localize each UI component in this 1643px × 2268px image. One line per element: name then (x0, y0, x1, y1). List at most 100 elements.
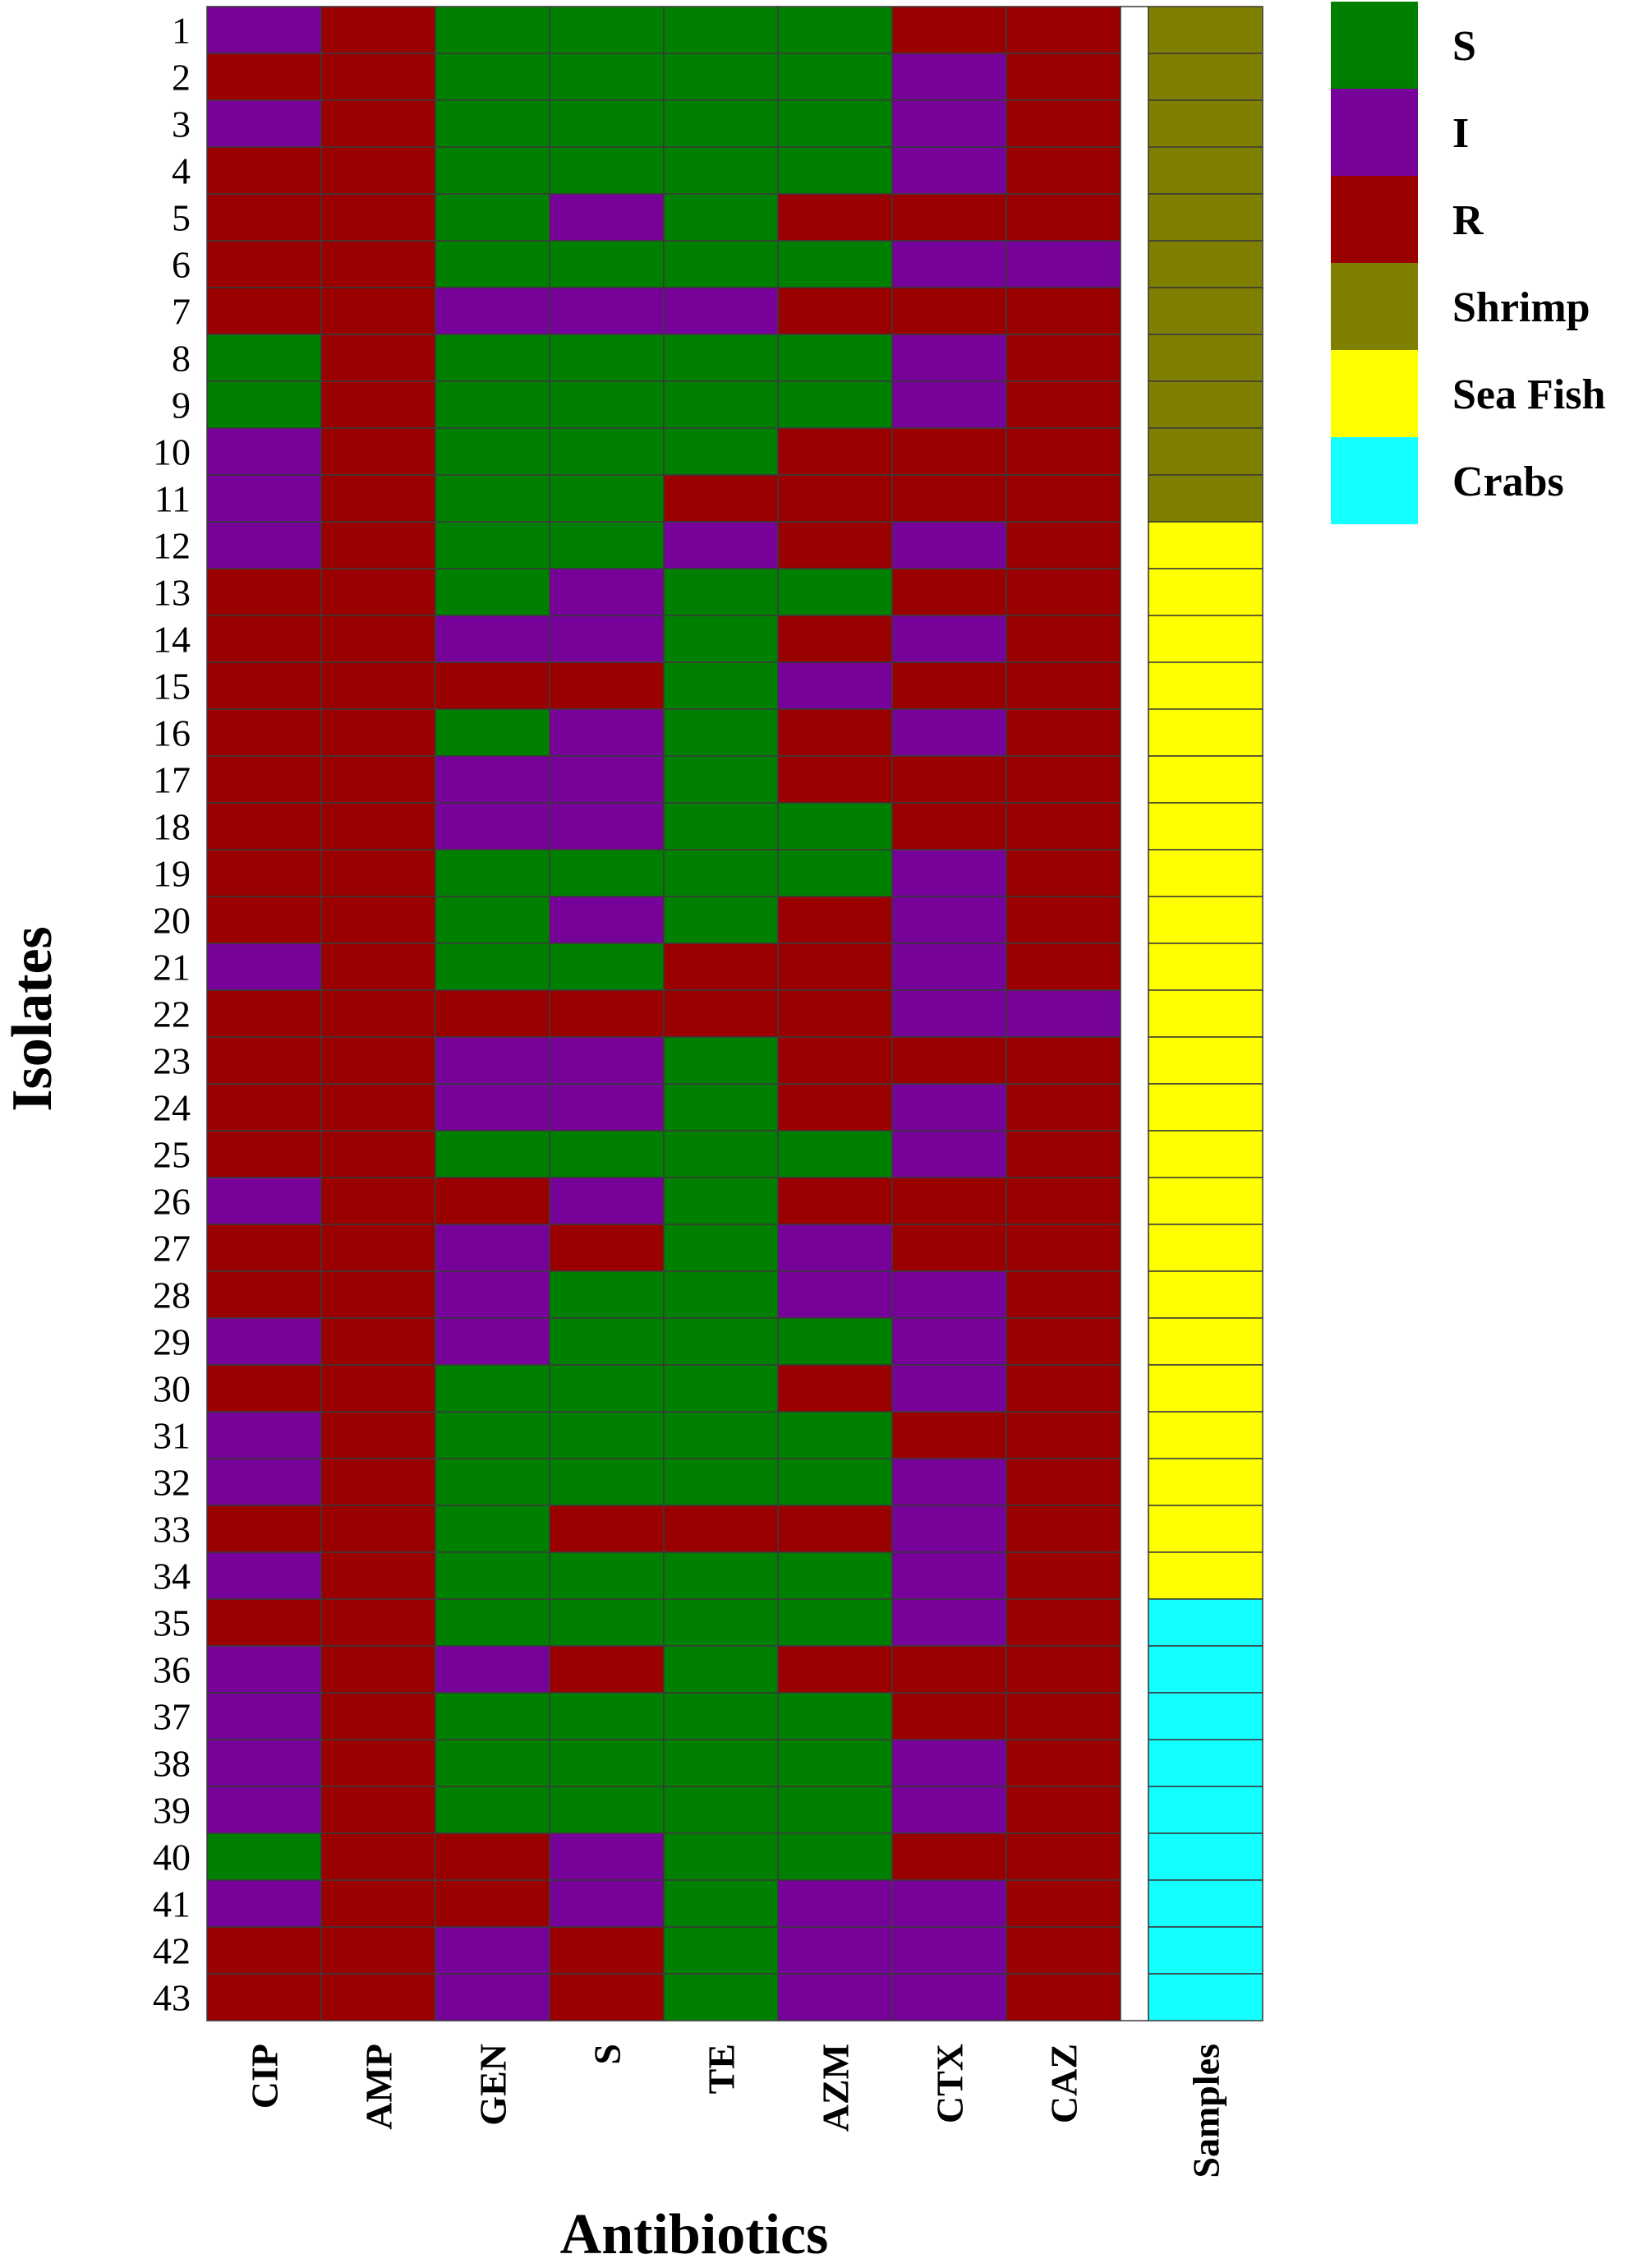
sample-cell (1148, 1692, 1263, 1740)
heatmap-cell (320, 1177, 436, 1225)
y-axis-title: Isolates (1, 926, 64, 1112)
sample-cell (1148, 896, 1263, 944)
heatmap-cell (435, 53, 550, 101)
heatmap-cell (320, 1083, 436, 1132)
heatmap-cell (663, 802, 779, 850)
sample-cell (1148, 615, 1263, 663)
heatmap-cell (891, 53, 1007, 101)
heatmap-cell (549, 1083, 665, 1132)
heatmap-cell (663, 53, 779, 101)
heatmap-cell (891, 568, 1007, 616)
heatmap-cell (206, 802, 322, 850)
heatmap-cell (549, 1364, 665, 1413)
heatmap-cell (206, 755, 322, 804)
heatmap-cell (777, 1551, 893, 1600)
isolate-tick-label: 13 (153, 572, 191, 614)
sample-cell (1148, 521, 1263, 569)
heatmap-cell (663, 1458, 779, 1506)
heatmap-cell (1006, 240, 1121, 288)
heatmap-cell (320, 6, 436, 54)
heatmap-cell (320, 1879, 436, 1928)
heatmap-cell (777, 802, 893, 850)
heatmap-cell (206, 1130, 322, 1178)
heatmap-cell (549, 1692, 665, 1740)
legend-swatch (1331, 263, 1418, 350)
heatmap-cell (891, 1411, 1007, 1459)
legend-label: I (1452, 110, 1469, 157)
heatmap-cell (549, 1926, 665, 1975)
legend-label: Crabs (1452, 459, 1564, 505)
sample-cell (1148, 53, 1263, 101)
heatmap-cell (663, 6, 779, 54)
sample-cell (1148, 1036, 1263, 1085)
heatmap-cell (435, 1551, 550, 1600)
heatmap-cell (549, 568, 665, 616)
isolate-tick-label: 12 (153, 525, 191, 567)
heatmap-cell (663, 1177, 779, 1225)
heatmap-cell (891, 662, 1007, 710)
heatmap-cell (320, 896, 436, 944)
heatmap-cell (663, 1130, 779, 1178)
heatmap-cell (435, 1832, 550, 1881)
heatmap-cell (549, 6, 665, 54)
heatmap-cell (1006, 1551, 1121, 1600)
antibiotic-tick-label: CTX (929, 2044, 971, 2123)
heatmap-cell (1006, 1879, 1121, 1928)
heatmap-cell (1006, 1739, 1121, 1787)
heatmap-cell (435, 1317, 550, 1366)
heatmap-cell (206, 521, 322, 569)
heatmap-cell (435, 427, 550, 476)
sample-cell (1148, 1739, 1263, 1787)
heatmap-cell (549, 1879, 665, 1928)
heatmap-cell (435, 99, 550, 148)
heatmap-cell (206, 146, 322, 195)
heatmap-cell (549, 380, 665, 429)
heatmap-cell (891, 1036, 1007, 1085)
heatmap-cell (435, 1036, 550, 1085)
heatmap-cell (891, 1317, 1007, 1366)
heatmap-cell (1006, 802, 1121, 850)
heatmap-cell (206, 6, 322, 54)
heatmap-cell (435, 287, 550, 335)
sample-cell (1148, 802, 1263, 850)
heatmap-cell (206, 1879, 322, 1928)
heatmap-cell (1006, 1458, 1121, 1506)
isolate-tick-label: 27 (153, 1228, 191, 1270)
heatmap-cell (777, 193, 893, 242)
heatmap-cell (891, 474, 1007, 523)
heatmap-cell (549, 1645, 665, 1694)
sample-cell (1148, 474, 1263, 523)
heatmap-cell (1006, 1036, 1121, 1085)
heatmap-cell (206, 1224, 322, 1272)
heatmap-cell (320, 1130, 436, 1178)
heatmap-cell (663, 1832, 779, 1881)
isolate-tick-label: 35 (153, 1602, 191, 1644)
heatmap-cell (663, 146, 779, 195)
heatmap-cell (777, 427, 893, 476)
heatmap-cell (663, 99, 779, 148)
heatmap-cell (320, 568, 436, 616)
heatmap-cell (1006, 1364, 1121, 1413)
heatmap-cell (891, 1224, 1007, 1272)
heatmap-cell (320, 615, 436, 663)
isolate-tick-labels: 1234567891011121314151617181920212223242… (153, 10, 191, 2019)
heatmap-cell (777, 1786, 893, 1834)
heatmap-cell (891, 1177, 1007, 1225)
heatmap-cell (206, 1786, 322, 1834)
heatmap-cell (435, 1973, 550, 2021)
heatmap-cell (206, 1364, 322, 1413)
heatmap-cell (663, 427, 779, 476)
heatmap-cell (777, 1645, 893, 1694)
isolate-tick-label: 34 (153, 1556, 191, 1597)
heatmap-cell (435, 568, 550, 616)
heatmap-cell (663, 1879, 779, 1928)
heatmap-cell (206, 708, 322, 757)
heatmap-cell (549, 334, 665, 382)
isolate-tick-label: 8 (172, 338, 191, 380)
sample-cell (1148, 1786, 1263, 1834)
heatmap-cell (777, 474, 893, 523)
heatmap-cell (549, 1224, 665, 1272)
heatmap-cell (435, 193, 550, 242)
heatmap-cell (1006, 1692, 1121, 1740)
